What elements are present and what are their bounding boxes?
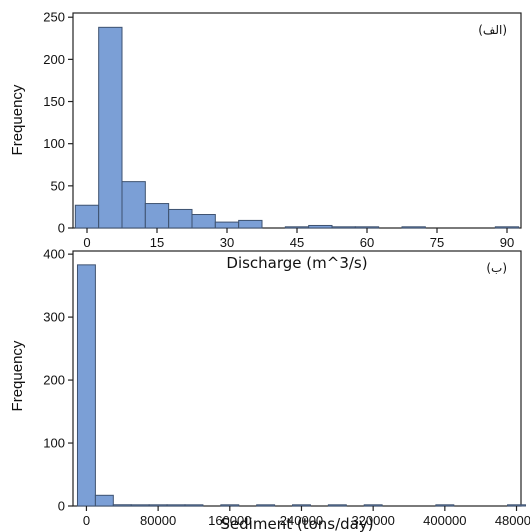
- sediment-bar-8: [220, 504, 240, 507]
- sediment-y-tick-label-3: 300: [43, 310, 65, 325]
- sediment-x-axis-title: Sediment (tons/day): [220, 515, 373, 532]
- sediment-bar-16: [363, 504, 383, 507]
- discharge-y-tick-label-5: 250: [43, 10, 65, 25]
- discharge-y-tick-label-0: 0: [58, 221, 65, 236]
- sediment-x-tick-label-1: 80000: [140, 513, 176, 528]
- discharge-y-tick-label-4: 200: [43, 52, 65, 67]
- discharge-y-axis-title: Frequency: [9, 84, 26, 155]
- sediment-y-tick-label-2: 200: [43, 373, 65, 388]
- discharge-bar-6: [214, 221, 240, 229]
- sediment-bar-2: [112, 504, 132, 507]
- discharge-bar-3: [144, 203, 170, 229]
- sediment-y-tick-label-1: 100: [43, 436, 65, 451]
- sediment-x-tick-label-2: 160000: [208, 513, 251, 528]
- sediment-y-axis-title: Frequency: [9, 340, 26, 411]
- sediment-y-ticks: 0 100 200 300 400: [43, 247, 73, 514]
- discharge-x-tick-label-4: 60: [360, 235, 374, 250]
- discharge-x-axis-title: Discharge (m^3/s): [226, 254, 367, 272]
- sediment-bar-0: [76, 264, 96, 507]
- sediment-x-tick-label-0: 0: [83, 513, 90, 528]
- discharge-bar-11: [331, 226, 356, 229]
- discharge-x-tick-label-1: 15: [150, 235, 164, 250]
- sediment-bar-10: [256, 504, 276, 507]
- discharge-histogram-panel: 0 15 30 45 60 75 90 0 50 100 150 200 250 (الف) Disc…: [9, 10, 522, 272]
- discharge-bar-1: [98, 26, 123, 229]
- panel-label-alef: (الف): [478, 23, 507, 37]
- sediment-bar-24: [507, 504, 526, 507]
- sediment-bar-14: [327, 504, 347, 507]
- sediment-bar-6: [184, 504, 204, 507]
- discharge-x-tick-label-2: 30: [220, 235, 234, 250]
- discharge-bar-10: [308, 224, 333, 229]
- sediment-plot-frame: [72, 250, 522, 507]
- sediment-x-tick-label-3: 240000: [280, 513, 323, 528]
- discharge-bars: [74, 26, 520, 229]
- discharge-y-ticks: 0 50 100 150 200 250: [43, 10, 73, 236]
- discharge-bar-14: [401, 226, 426, 229]
- panel-label-be: (ب): [486, 261, 507, 275]
- discharge-bar-7: [238, 219, 263, 229]
- sediment-x-tick-label-4: 320000: [351, 513, 394, 528]
- sediment-bar-1: [94, 494, 114, 507]
- discharge-x-tick-label-0: 0: [83, 235, 90, 250]
- discharge-x-tick-label-3: 45: [290, 235, 304, 250]
- discharge-bar-9: [284, 226, 310, 229]
- discharge-bar-4: [168, 208, 193, 229]
- discharge-y-tick-label-2: 100: [43, 136, 65, 151]
- discharge-y-tick-label-1: 50: [51, 178, 65, 193]
- discharge-bar-2: [121, 181, 146, 229]
- sediment-bar-20: [435, 504, 455, 507]
- sediment-bar-3: [130, 504, 150, 507]
- discharge-x-ticks: 0 15 30 45 60 75 90: [83, 228, 514, 250]
- sediment-bars: [76, 264, 526, 507]
- discharge-bar-12: [354, 226, 380, 229]
- discharge-bar-0: [74, 204, 100, 229]
- discharge-y-tick-label-3: 150: [43, 94, 65, 109]
- discharge-bar-5: [191, 214, 216, 229]
- sediment-y-tick-label-0: 0: [58, 499, 65, 514]
- discharge-x-tick-label-6: 90: [500, 235, 514, 250]
- sediment-bar-4: [148, 504, 168, 507]
- sediment-x-tick-label-5: 400000: [423, 513, 466, 528]
- discharge-x-tick-label-5: 75: [430, 235, 444, 250]
- sediment-bar-12: [292, 504, 311, 507]
- sediment-y-tick-label-4: 400: [43, 247, 65, 262]
- discharge-bar-18: [494, 226, 520, 229]
- sediment-bar-5: [166, 504, 186, 507]
